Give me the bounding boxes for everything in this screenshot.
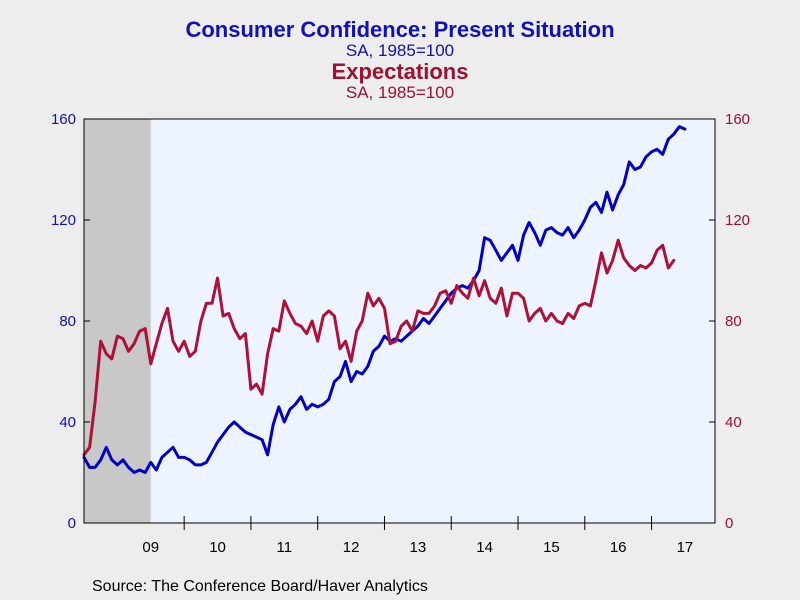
chart-titles: Consumer Confidence: Present Situation S…: [0, 18, 800, 102]
series-line-1: [82, 125, 687, 474]
x-tick-label: 11: [277, 539, 293, 556]
source-note: Source: The Conference Board/Haver Analy…: [92, 578, 428, 595]
recession-shading: [84, 119, 151, 523]
y-left-tick-label: 40: [59, 414, 76, 431]
x-tick-label: 16: [610, 539, 627, 556]
y-right-tick-label: 0: [725, 515, 733, 532]
y-right-tick-label: 40: [725, 414, 742, 431]
x-tick-label: 12: [343, 539, 360, 556]
y-right-tick-label: 160: [725, 111, 750, 128]
y-left-tick-label: 160: [51, 111, 76, 128]
y-left-tick-label: 80: [59, 313, 76, 330]
y-left-tick-label: 0: [68, 515, 76, 532]
chart-title-present-situation: Consumer Confidence: Present Situation: [185, 17, 615, 42]
y-right-tick-label: 80: [725, 313, 742, 330]
x-tick-label: 09: [142, 539, 159, 556]
x-tick-label: 14: [476, 539, 493, 556]
x-tick-label: 13: [410, 539, 427, 556]
x-tick-label: 10: [209, 539, 226, 556]
plot-area: [84, 119, 715, 523]
y-left-tick-label: 120: [51, 212, 76, 229]
chart-title-expectations: Expectations: [331, 59, 469, 84]
y-right-tick-label: 120: [725, 212, 750, 229]
series-line-2: [82, 238, 676, 457]
chart-subtitle-expectations: SA, 1985=100: [345, 83, 455, 102]
chart-subtitle-present-situation: SA, 1985=100: [345, 41, 455, 60]
x-tick-label: 17: [677, 539, 694, 556]
x-tick-label: 15: [543, 539, 560, 556]
